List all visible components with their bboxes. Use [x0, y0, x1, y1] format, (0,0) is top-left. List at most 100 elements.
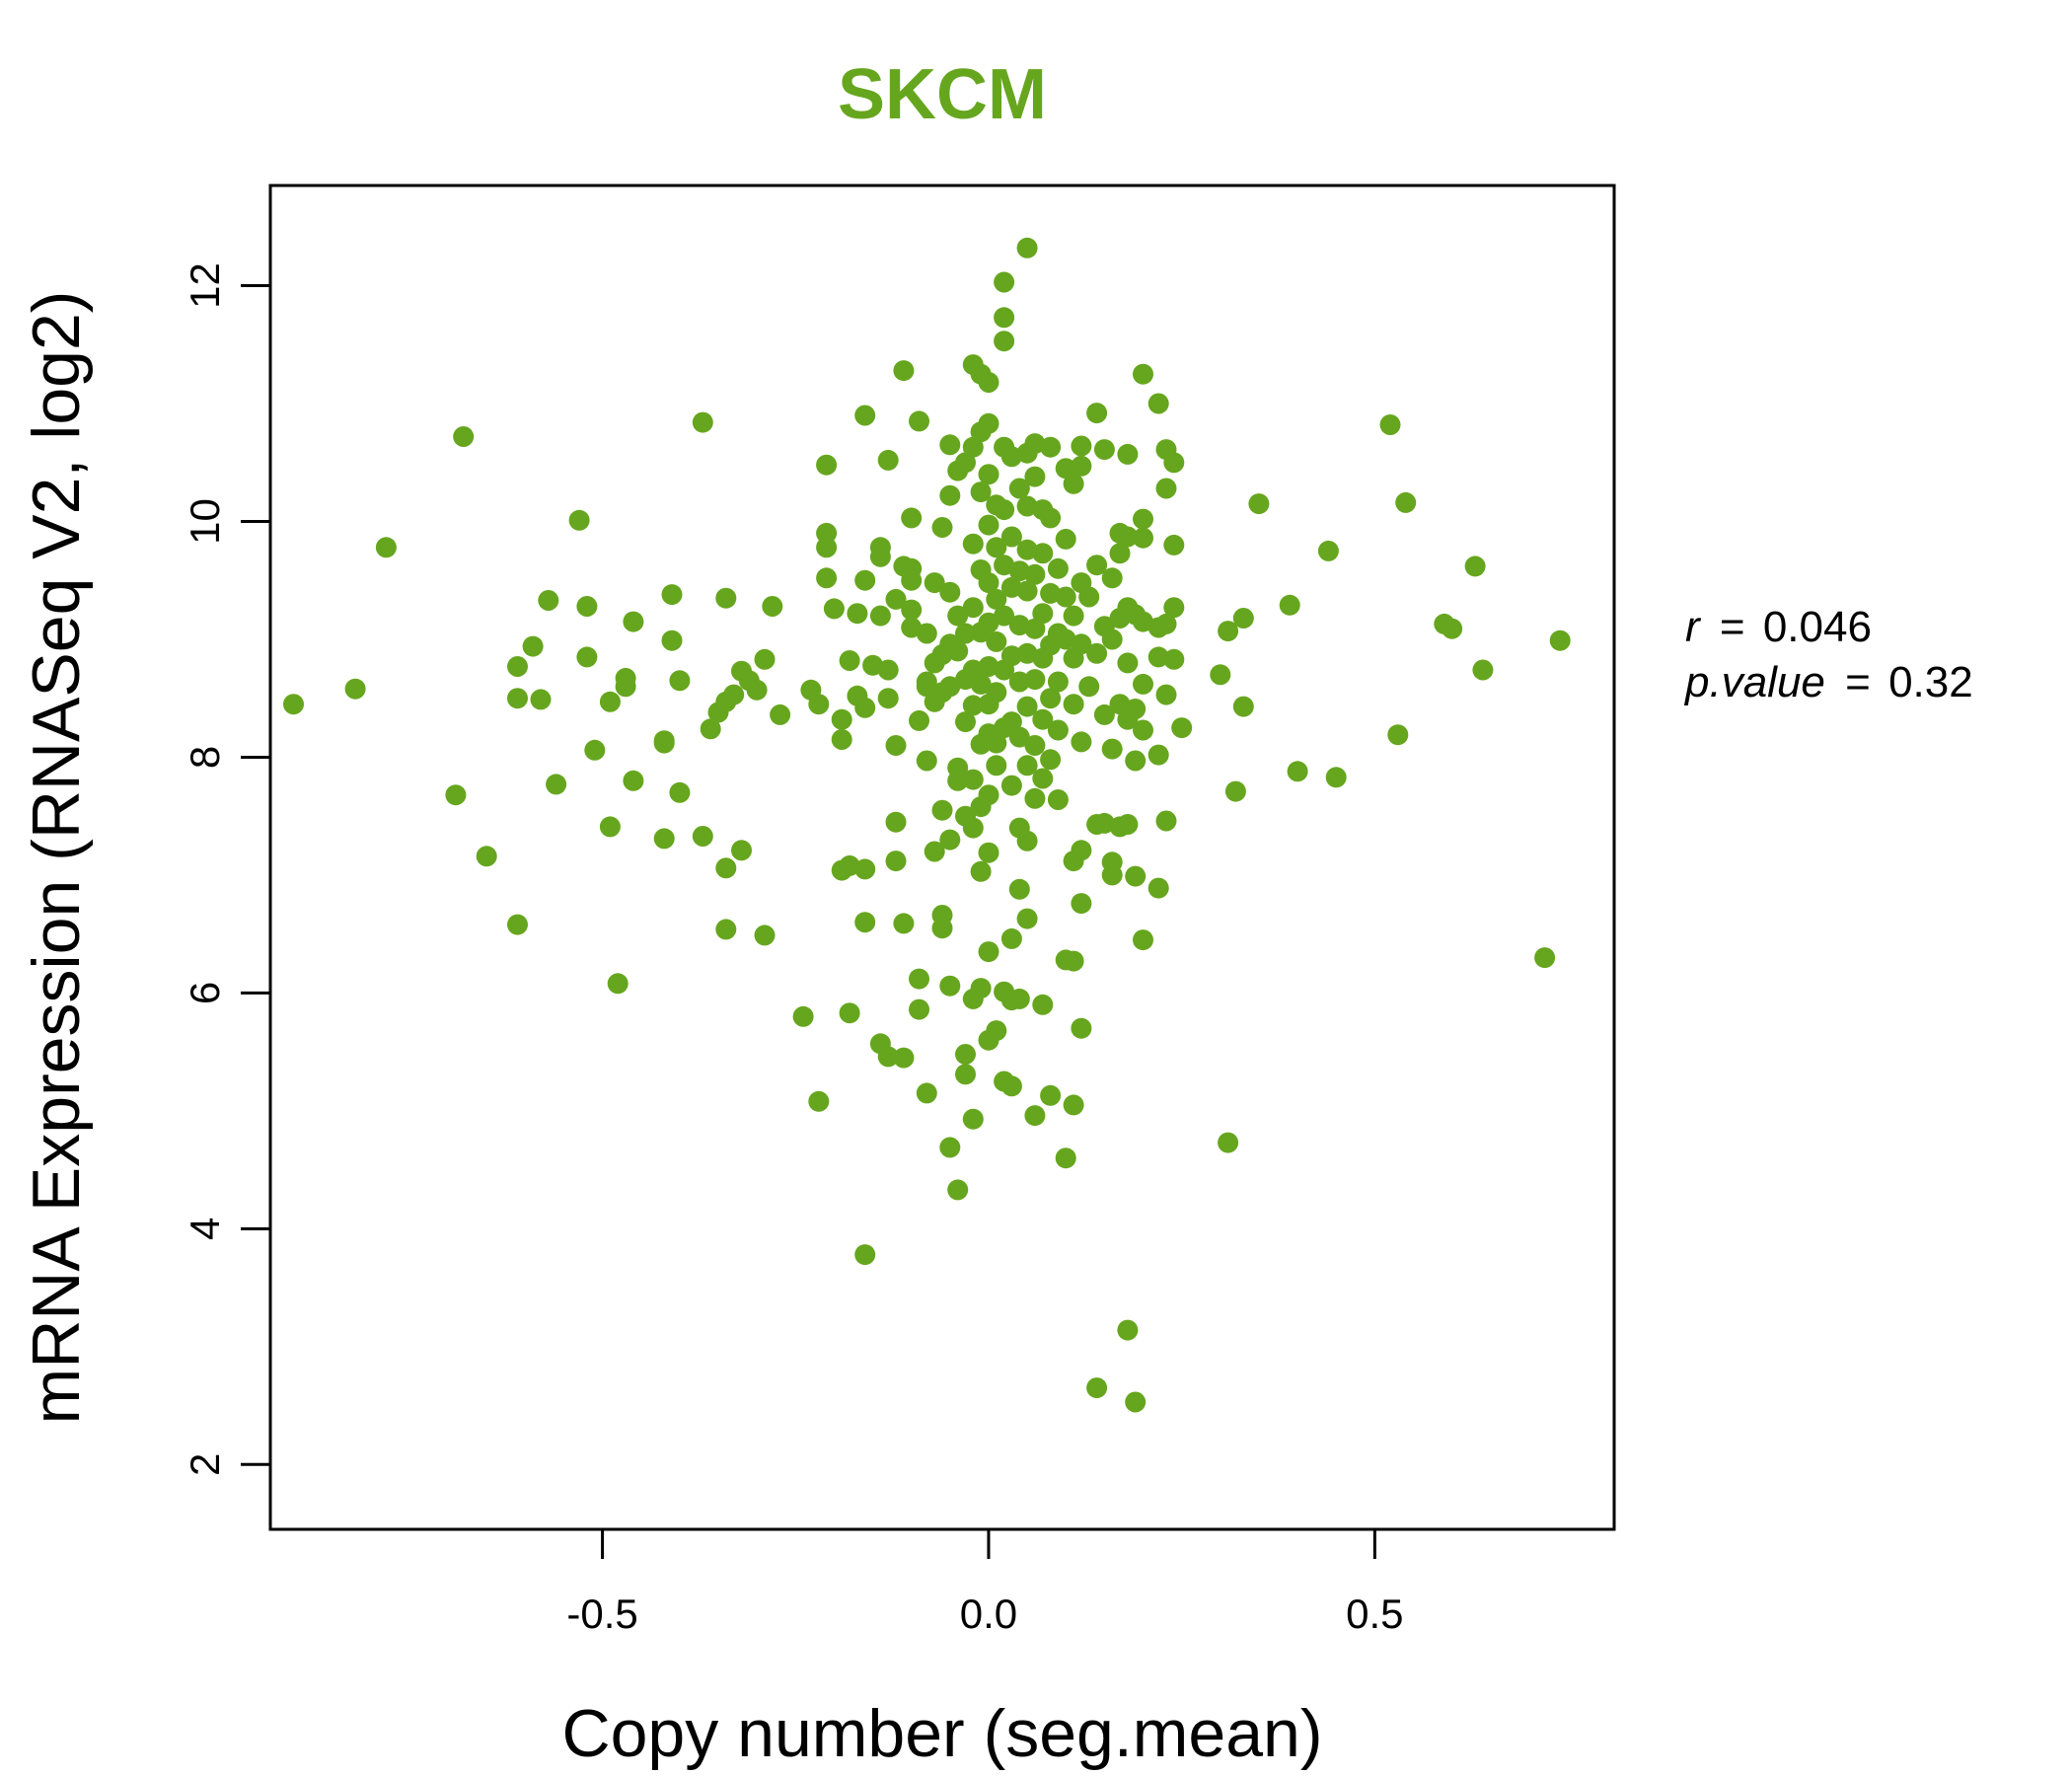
data-point — [939, 434, 961, 456]
data-point — [931, 517, 953, 538]
data-point — [1024, 1105, 1046, 1127]
data-point — [1101, 864, 1123, 886]
data-point — [939, 1137, 961, 1158]
data-point — [939, 676, 961, 698]
data-point — [909, 709, 929, 731]
stats-annotation: r = 0.046 p.value = 0.32 — [1683, 603, 1973, 706]
data-point — [1071, 731, 1092, 753]
data-point — [762, 596, 783, 617]
data-point — [978, 572, 999, 594]
chart-title: SKCM — [838, 55, 1047, 134]
data-point — [1442, 618, 1463, 639]
data-point — [1071, 455, 1092, 477]
data-point — [955, 1044, 976, 1065]
data-point — [692, 826, 713, 847]
data-point — [568, 509, 590, 531]
data-point — [375, 537, 397, 558]
data-point — [931, 918, 953, 939]
data-point — [1000, 576, 1022, 598]
data-point — [661, 584, 683, 606]
data-point — [754, 925, 776, 946]
data-point — [1047, 557, 1069, 579]
data-point — [970, 860, 992, 882]
data-point — [955, 1064, 976, 1085]
data-point — [962, 769, 984, 790]
data-point — [978, 514, 999, 536]
data-point — [1008, 726, 1030, 748]
data-point — [1387, 724, 1409, 746]
data-point — [970, 978, 992, 999]
data-point — [1016, 696, 1038, 717]
data-point — [994, 331, 1015, 352]
data-point — [986, 630, 1007, 652]
data-point — [994, 307, 1015, 329]
data-point — [854, 912, 876, 933]
data-point — [978, 941, 999, 963]
data-point — [869, 605, 891, 627]
data-point — [1147, 646, 1169, 668]
data-point — [623, 611, 644, 632]
y-tick-label: 12 — [182, 262, 228, 309]
data-point — [854, 858, 876, 880]
data-point — [1024, 433, 1046, 455]
data-point — [1218, 1132, 1239, 1153]
data-point — [1071, 893, 1092, 915]
data-point — [978, 372, 999, 393]
data-point — [1040, 1084, 1062, 1106]
data-point — [1117, 1319, 1139, 1341]
data-point — [909, 999, 929, 1020]
data-point — [1534, 947, 1556, 969]
data-point — [1000, 775, 1022, 796]
data-point — [1155, 684, 1177, 705]
data-point — [1008, 878, 1030, 900]
data-point — [1063, 1094, 1084, 1116]
data-point — [584, 739, 606, 761]
data-point — [939, 975, 961, 997]
data-point — [955, 452, 976, 474]
data-point — [507, 914, 528, 935]
data-point — [924, 572, 945, 594]
data-point — [854, 1244, 876, 1266]
data-point — [576, 596, 598, 617]
data-point — [1071, 435, 1092, 457]
data-point — [978, 784, 999, 806]
data-point — [1171, 717, 1193, 739]
data-point — [1055, 1147, 1076, 1169]
data-point — [1047, 789, 1069, 810]
data-point — [599, 816, 621, 838]
data-point — [1395, 491, 1417, 513]
data-point — [653, 730, 675, 752]
data-point — [962, 597, 984, 619]
data-point — [808, 1090, 830, 1112]
data-point — [607, 973, 629, 995]
data-point — [877, 449, 899, 471]
data-point — [994, 499, 1015, 521]
data-point — [893, 1047, 915, 1069]
data-point — [1016, 755, 1038, 777]
data-point — [599, 691, 621, 712]
y-axis-title: mRNA Expression (RNASeq V2, log2) — [19, 291, 94, 1425]
data-point — [962, 695, 984, 716]
data-point — [1040, 749, 1062, 771]
data-point — [1125, 699, 1147, 719]
data-point — [1071, 633, 1092, 655]
data-point — [1000, 927, 1022, 949]
data-point — [507, 656, 528, 677]
data-point — [1109, 543, 1131, 564]
data-point — [986, 682, 1007, 703]
data-point — [947, 1179, 969, 1201]
data-point — [1016, 539, 1038, 560]
data-point — [1078, 676, 1100, 698]
data-point — [854, 405, 876, 426]
data-point — [1086, 1377, 1108, 1399]
data-point — [1133, 673, 1153, 695]
data-point — [344, 678, 366, 700]
data-point — [839, 650, 860, 671]
data-point — [1101, 629, 1123, 650]
y-tick-label: 10 — [182, 498, 228, 545]
data-point — [909, 968, 929, 990]
data-point — [507, 688, 528, 709]
data-point — [1163, 452, 1185, 474]
data-point — [1117, 526, 1139, 548]
data-point — [669, 781, 691, 803]
